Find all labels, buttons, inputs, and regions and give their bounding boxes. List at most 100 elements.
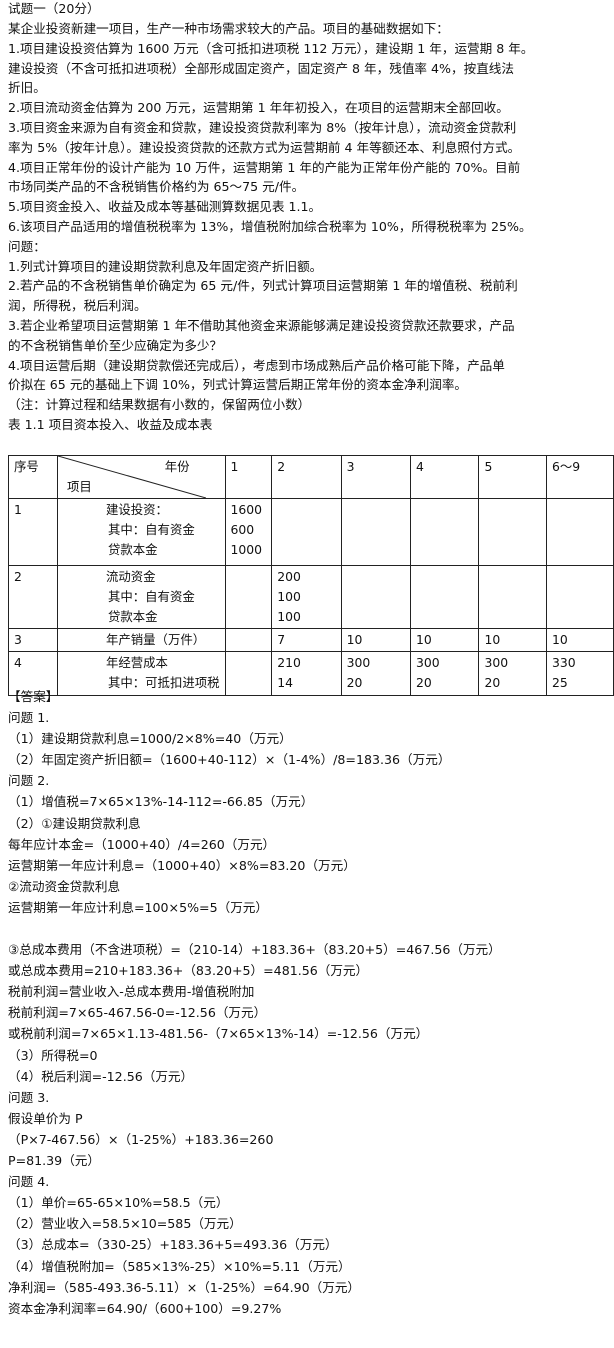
cell-value: 10 <box>484 632 501 647</box>
table-row: 2 流动资金 其中：自有资金 贷款本金 200 100 100 <box>8 565 614 629</box>
row-item-cell: 年经营成本其中：可抵扣进项税 <box>57 651 226 696</box>
question-line: 市场同类产品的不含税销售价格约为 65～75 元/件。 <box>8 179 305 195</box>
answer-line: ③总成本费用（不含进项税）=（210-14）+183.36+（83.20+5）=… <box>8 942 501 957</box>
row-item-cell: 流动资金 其中：自有资金 贷款本金 <box>57 565 226 629</box>
answer-line: （2）年固定资产折旧额=（1600+40-112）×（1-4%）/8=183.3… <box>8 752 451 768</box>
answer-line: 或总成本费用=210+183.36+（83.20+5）=481.56（万元） <box>8 963 369 979</box>
answer-line: 问题 1. <box>8 710 50 725</box>
answer-line: 净利润=（585-493.36-5.11）×（1-25%）=64.90（万元） <box>8 1279 361 1295</box>
value-cell <box>340 565 412 629</box>
value-cell <box>546 565 614 629</box>
answer-line: （3）所得税=0 <box>8 1047 98 1063</box>
cell-value: 210 <box>277 655 301 670</box>
header-year-label: 4 <box>416 459 424 474</box>
row-number: 3 <box>14 632 22 647</box>
cell-value: 20 <box>484 675 501 690</box>
cell-value: 600 <box>230 522 255 537</box>
header-row: 序号 年份 项目 1 2 3 4 5 6～9 <box>8 455 614 499</box>
row-number-cell: 1 <box>8 498 58 566</box>
value-cell: 1600 600 1000 <box>224 498 273 566</box>
row-number: 2 <box>14 569 22 584</box>
row-item-cell: 年产销量（万件） <box>57 628 226 652</box>
table-row: 1 建设投资： 其中：自有资金 贷款本金 1600 600 1000 <box>8 498 614 566</box>
header-year-label: 2 <box>277 459 286 474</box>
value-cell <box>224 565 273 629</box>
question-line: 1.项目建设投资估算为 1600 万元（含可抵扣进项税 112 万元），建设期 … <box>8 40 534 56</box>
header-year-label: 1 <box>230 459 239 474</box>
value-cell <box>340 498 412 566</box>
row-number-cell: 3 <box>8 628 58 652</box>
question-line: 6.该项目产品适用的增值税税率为 13%，增值税附加综合税率为 10%，所得税税… <box>8 219 532 234</box>
answer-line: （3）总成本=（330-25）+183.36+5=493.36（万元） <box>8 1237 338 1253</box>
row-item: 其中：自有资金 <box>108 522 195 537</box>
answer-line: （1）建设期贷款利息=1000/2×8%=40（万元） <box>8 731 292 747</box>
value-cell: 300 20 <box>340 651 412 696</box>
value-cell: 7 <box>271 628 342 652</box>
question-line: 问题： <box>8 238 46 254</box>
cell-value: 200 <box>277 569 301 584</box>
question-line: 率为 5%（按年计息）。建设投资贷款的还款方式为运营期前 4 年等额还本、利息照… <box>8 139 521 155</box>
row-item-cell: 建设投资： 其中：自有资金 贷款本金 <box>57 498 226 566</box>
value-cell <box>224 651 273 696</box>
answer-line: 问题 2. <box>8 773 50 789</box>
value-cell: 200 100 100 <box>271 565 342 629</box>
header-year-label: 3 <box>346 459 355 474</box>
value-cell <box>410 498 480 566</box>
row-item: 其中：可抵扣进项税 <box>108 675 220 690</box>
answer-line: （4）税后利润=-12.56（万元） <box>8 1068 194 1084</box>
table-row: 3 年产销量（万件） 7 10 10 10 10 <box>8 628 614 652</box>
row-item: 年产销量（万件） <box>106 632 206 647</box>
value-cell <box>410 565 480 629</box>
answer-line: 税前利润=营业收入-总成本费用-增值税附加 <box>8 984 255 1000</box>
question-line: 3.项目资金来源为自有资金和贷款，建设投资贷款利率为 8%（按年计息），流动资金… <box>8 120 517 135</box>
question-line: 折旧。 <box>8 80 46 96</box>
value-cell: 10 <box>546 628 614 652</box>
header-cell: 3 <box>340 455 412 499</box>
header-number: 序号 <box>14 459 39 474</box>
value-cell: 10 <box>478 628 548 652</box>
answer-line: 运营期第一年应计利息=（1000+40）×8%=83.20（万元） <box>8 857 356 873</box>
answer-line: 问题 3. <box>8 1089 50 1105</box>
value-cell: 10 <box>410 628 480 652</box>
question-line: 5.项目资金投入、收益及成本等基础测算数据见表 1.1。 <box>8 199 322 215</box>
header-year-label: 6～9 <box>552 459 581 474</box>
value-cell: 210 14 <box>271 651 342 696</box>
data-table: 序号 年份 项目 1 2 3 4 5 6～9 1 建设投资： 其中：自有资金 贷款本金 1600 600 10… <box>8 455 614 696</box>
value-cell <box>271 498 342 566</box>
row-item: 贷款本金 <box>108 609 158 624</box>
cell-value: 1600 <box>230 502 263 517</box>
cell-value: 10 <box>416 632 432 647</box>
question-line: 4.项目运营后期（建设期贷款偿还完成后），考虑到市场成熟后产品价格可能下降，产品… <box>8 357 505 373</box>
header-cell: 2 <box>271 455 342 499</box>
cell-value: 1000 <box>230 542 263 557</box>
diagonal <box>58 456 206 498</box>
question-line: 价拟在 65 元的基础上下调 10%，列式计算运营后期正常年份的资本金净利润率。 <box>8 377 468 393</box>
answer-line: （2）营业收入=58.5×10=585（万元） <box>8 1216 242 1232</box>
header-cell: 序号 <box>8 455 58 499</box>
cell-value: 300 <box>416 655 440 670</box>
question-line: 3.若企业希望项目运营期第 1 年不借助其他资金来源能够满足建设投资贷款还款要求… <box>8 318 515 333</box>
cell-value: 25 <box>552 675 568 690</box>
row-item: 年经营成本 <box>106 655 168 670</box>
cell-value: 300 <box>484 655 509 670</box>
question-line: 表 1.1 项目资本投入、收益及成本表 <box>8 417 213 432</box>
question-line: 4.项目正常年份的设计产能为 10 万件，运营期第 1 年的产能为正常年份产能的… <box>8 159 521 175</box>
question-title: 试题一（20分） <box>8 1 100 16</box>
question-line: 润，所得税，税后利润。 <box>8 298 147 314</box>
question-line: 某企业投资新建一项目，生产一种市场需求较大的产品。项目的基础数据如下： <box>8 21 449 36</box>
answer-line: 每年应计本金=（1000+40）/4=260（万元） <box>8 836 276 852</box>
header-cell: 5 <box>478 455 548 499</box>
answer-line: （1）增值税=7×65×13%-14-112=-66.85（万元） <box>8 794 314 810</box>
answer-line: （4）增值税附加=（585×13%-25）×10%=5.11（万元） <box>8 1258 351 1274</box>
value-cell: 300 20 <box>478 651 548 696</box>
cell-value: 10 <box>346 632 363 647</box>
answer-line: （2）①建设期贷款利息 <box>8 815 141 831</box>
answer-line: ②流动资金贷款利息 <box>8 878 121 894</box>
question-line: （注：计算过程和结果数据有小数的，保留两位小数） <box>8 397 311 413</box>
header-cell: 6～9 <box>546 455 614 499</box>
answer-title: 【答案】 <box>8 689 59 704</box>
question-line: 的不含税销售单价至少应确定为多少？ <box>8 337 223 353</box>
cell-value: 300 <box>346 655 371 670</box>
cell-value: 20 <box>416 675 432 690</box>
row-item: 建设投资： <box>106 502 168 517</box>
